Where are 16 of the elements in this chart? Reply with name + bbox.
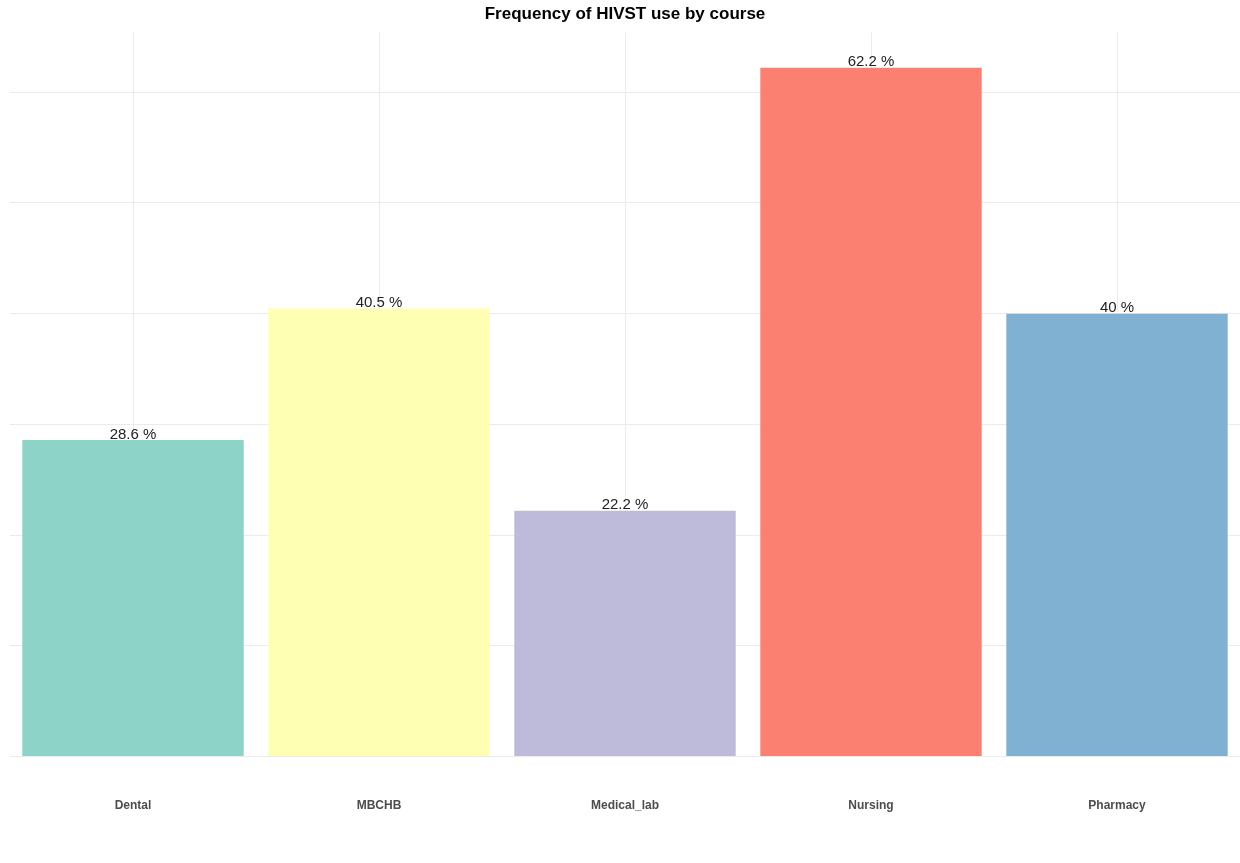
bar (514, 510, 736, 757)
data-label: 40 % (1099, 298, 1135, 316)
chart-title: Frequency of HIVST use by course (484, 3, 766, 23)
x-tick-label: Nursing (848, 798, 894, 813)
bar (22, 439, 244, 757)
data-label: 22.2 % (601, 495, 649, 513)
x-tick-label: Pharmacy (1088, 798, 1147, 813)
x-tick-label: Medical_lab (590, 798, 660, 813)
bar (1006, 313, 1228, 757)
data-label: 28.6 % (109, 424, 157, 442)
data-label: 40.5 % (355, 292, 403, 310)
bar (268, 308, 490, 757)
data-label: 62.2 % (847, 52, 895, 70)
bar (760, 67, 982, 757)
x-tick-label: Dental (114, 798, 152, 813)
x-tick-label: MBCHB (356, 798, 402, 813)
